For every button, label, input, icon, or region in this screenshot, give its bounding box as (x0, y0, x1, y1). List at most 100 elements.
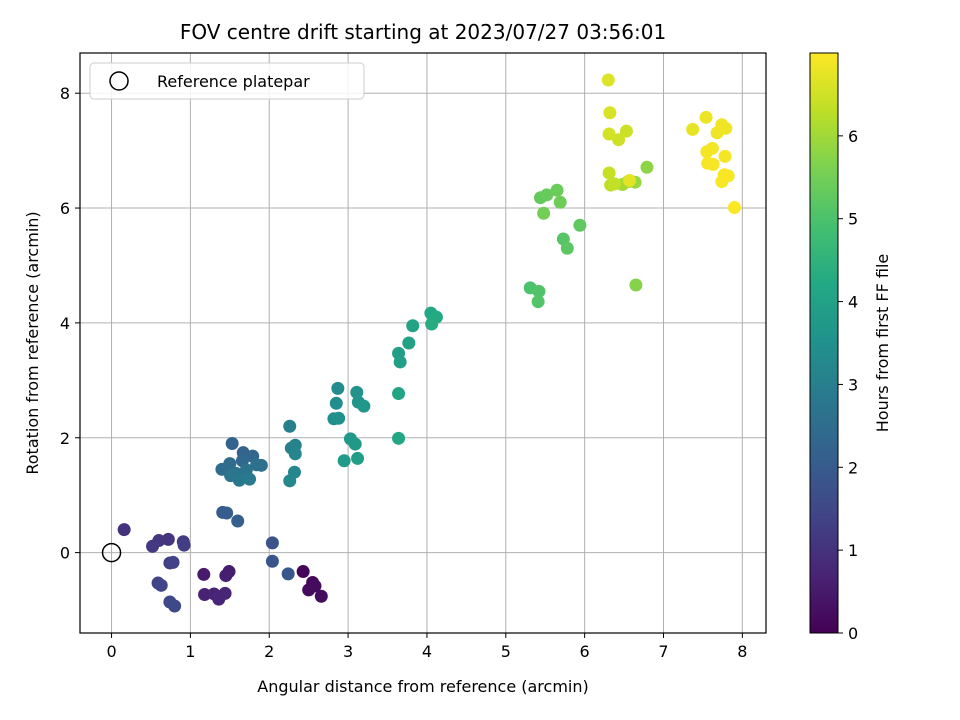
data-point (225, 436, 239, 450)
data-point (623, 173, 637, 187)
data-point (351, 451, 365, 465)
data-point (243, 472, 257, 486)
legend-box (89, 62, 365, 100)
data-point (699, 110, 713, 124)
data-point (686, 122, 700, 136)
data-point (161, 532, 175, 546)
data-point (402, 336, 416, 350)
data-point (177, 538, 191, 552)
data-point (348, 437, 362, 451)
colorbar-ticks: 0 1 2 3 4 5 6 (838, 127, 858, 643)
x-tick-label: 4 (422, 642, 432, 661)
data-point (406, 319, 420, 333)
data-point (602, 127, 616, 141)
x-tick-label: 1 (185, 642, 195, 661)
y-tick-label: 4 (60, 314, 70, 333)
data-point (166, 555, 180, 569)
x-tick-label: 0 (106, 642, 116, 661)
data-point (308, 579, 322, 593)
data-point (314, 589, 328, 603)
y-tick-label: 0 (60, 544, 70, 563)
data-point (357, 399, 371, 413)
data-point (146, 539, 160, 553)
data-point (425, 317, 439, 331)
data-point (537, 206, 551, 220)
colorbar-tick-label: 3 (848, 375, 858, 394)
data-point (296, 565, 310, 579)
data-point (232, 473, 246, 487)
data-point (218, 586, 232, 600)
data-point (603, 106, 617, 120)
data-point (573, 218, 587, 232)
data-point (560, 241, 574, 255)
y-tick-label: 2 (60, 429, 70, 448)
data-point (550, 183, 564, 197)
chart-title: FOV centre drift starting at 2023/07/27 … (180, 20, 666, 44)
data-point (612, 133, 626, 147)
data-point (706, 157, 720, 171)
data-point (117, 523, 131, 537)
data-point (288, 447, 302, 461)
data-point (727, 200, 741, 214)
legend-marker (109, 71, 129, 91)
data-point (640, 160, 654, 174)
data-point (331, 381, 345, 395)
grid-lines (80, 53, 766, 633)
data-point (337, 454, 351, 468)
data-point (719, 121, 733, 135)
colorbar-tick-label: 5 (848, 210, 858, 229)
data-point (281, 567, 295, 581)
x-tick-label: 3 (343, 642, 353, 661)
data-point (602, 166, 616, 180)
data-point (700, 145, 714, 159)
colorbar-tick-label: 2 (848, 458, 858, 477)
data-point (393, 355, 407, 369)
y-axis-ticks: 0 2 4 6 8 (60, 84, 80, 563)
data-point (715, 175, 729, 189)
colorbar (809, 52, 839, 634)
data-point (265, 554, 279, 568)
colorbar-tick-label: 4 (848, 293, 858, 312)
data-point (198, 588, 212, 602)
x-axis-label: Angular distance from reference (arcmin) (257, 677, 588, 696)
legend-entry-reference: Reference platepar (157, 72, 310, 91)
x-tick-label: 2 (264, 642, 274, 661)
x-tick-label: 5 (501, 642, 511, 661)
data-point (329, 396, 343, 410)
x-tick-label: 7 (658, 642, 668, 661)
data-point (219, 569, 233, 583)
reference-marker (101, 542, 122, 563)
data-point (154, 578, 168, 592)
data-point (601, 73, 615, 87)
colorbar-tick-label: 1 (848, 541, 858, 560)
data-point (197, 567, 211, 581)
legend: Reference platepar (89, 62, 365, 100)
colorbar-tick-label: 0 (848, 624, 858, 643)
data-point (220, 506, 234, 520)
x-tick-label: 8 (737, 642, 747, 661)
y-axis-label: Rotation from reference (arcmin) (23, 211, 42, 474)
data-point (532, 284, 546, 298)
colorbar-tick-label: 6 (848, 127, 858, 146)
plot-frame (79, 52, 767, 634)
x-tick-label: 6 (580, 642, 590, 661)
data-point (283, 474, 297, 488)
y-tick-label: 6 (60, 199, 70, 218)
colorbar-label: Hours from first FF file (873, 254, 892, 433)
data-point (629, 278, 643, 292)
data-point (265, 536, 279, 550)
data-point (350, 385, 364, 399)
data-point (392, 387, 406, 401)
data-point (168, 599, 182, 613)
data-point (392, 431, 406, 445)
y-tick-label: 8 (60, 84, 70, 103)
data-point (332, 411, 346, 425)
data-point (540, 188, 554, 202)
data-point (619, 124, 633, 138)
data-point (531, 295, 545, 309)
data-point (231, 514, 245, 528)
data-point (718, 149, 732, 163)
data-points (117, 73, 741, 613)
data-point (608, 177, 622, 191)
